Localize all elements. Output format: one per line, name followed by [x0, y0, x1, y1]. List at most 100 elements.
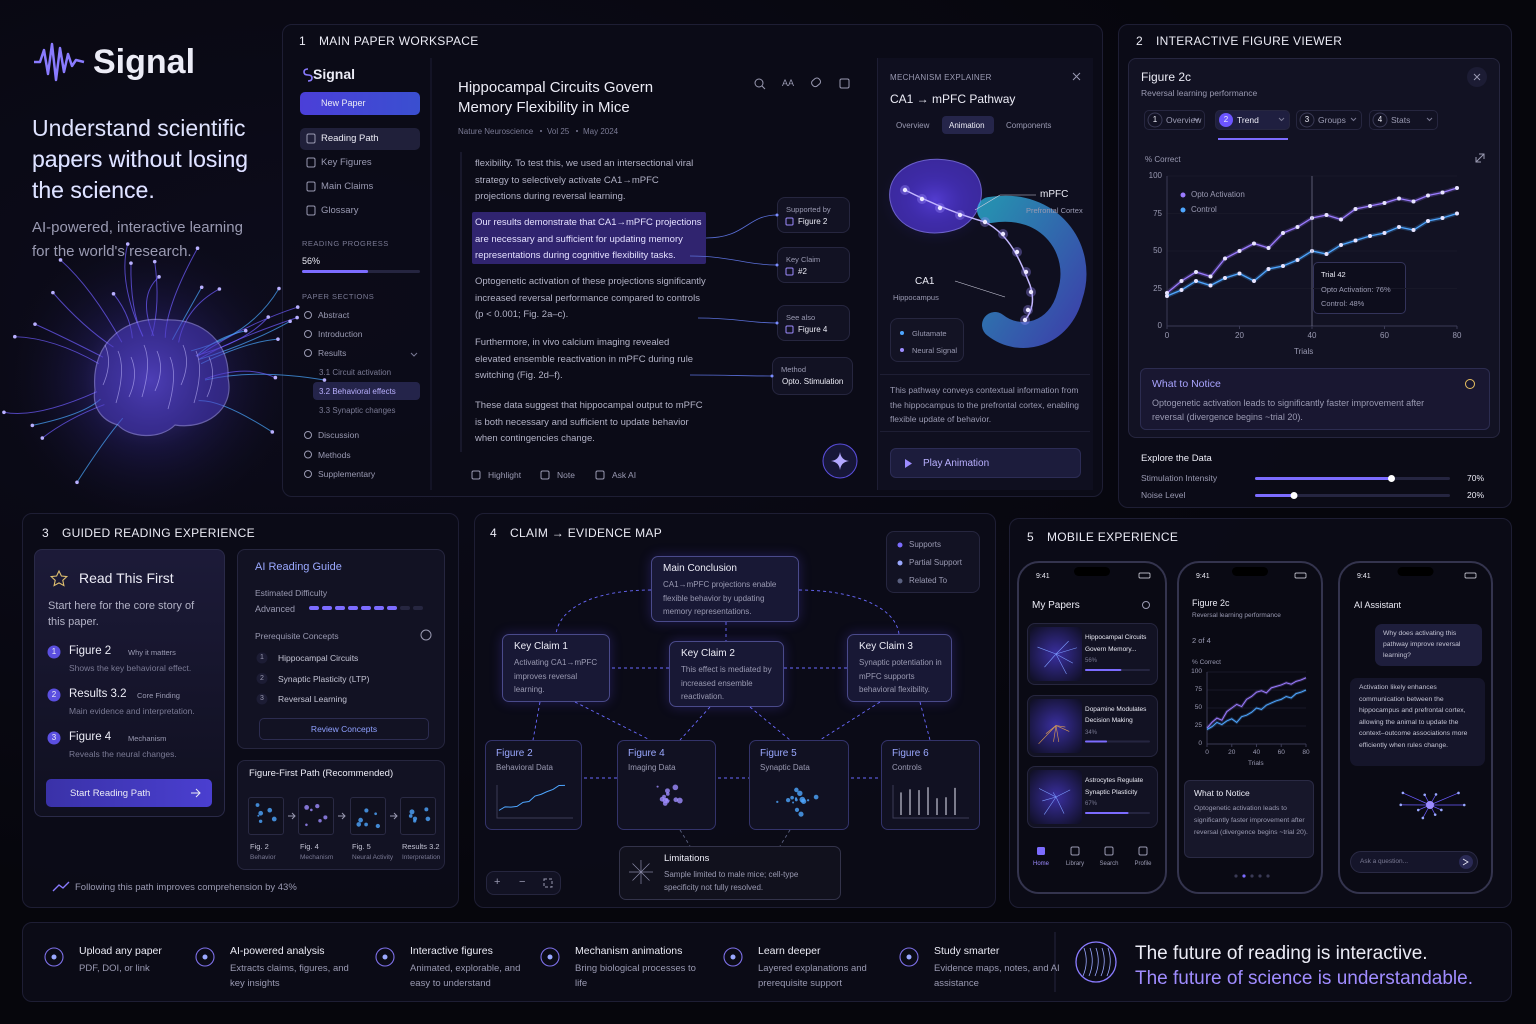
y-axis-label: % Correct: [1145, 155, 1181, 164]
paper-thumb: [1030, 770, 1082, 824]
paragraph: Furthermore, in vivo calcium imaging rev…: [475, 337, 694, 381]
item-number: 1: [51, 647, 57, 656]
step-number: 1: [1152, 115, 1158, 124]
item-title: Figure 4: [69, 731, 112, 743]
annotation-label: Supported by: [786, 205, 831, 214]
step-pill[interactable]: [1215, 110, 1290, 130]
headline: the science.: [32, 177, 155, 203]
description-card: [880, 374, 1090, 432]
brain-shape: [93, 318, 230, 437]
neuron-branch: [171, 287, 203, 341]
item-desc: Reveals the neural changes.: [69, 749, 177, 759]
item-title: Figure 2: [69, 645, 112, 657]
neuron-node: [270, 430, 275, 434]
nav-item: Key Figures: [321, 157, 372, 168]
node-title: Figure 2: [496, 748, 533, 759]
brand-name: Signal: [93, 43, 196, 81]
tooltip-line: Trial 42: [1321, 270, 1346, 279]
step-pill[interactable]: [1296, 110, 1362, 130]
main-node: [651, 556, 799, 622]
review-button[interactable]: [259, 718, 429, 740]
card-heading: Read This First: [79, 570, 174, 586]
y-tick-label: 25: [1194, 722, 1202, 730]
step-pill[interactable]: [1369, 110, 1438, 130]
neuron-node: [13, 334, 17, 339]
y-tick-label: 0: [1157, 321, 1162, 331]
neuron-node: [273, 375, 278, 380]
section-heading: READING PROGRESS: [302, 239, 389, 248]
start-button[interactable]: [46, 779, 212, 807]
region-name: CA1: [915, 276, 935, 287]
tooltip-line: Opto Activation: 76%: [1321, 284, 1391, 294]
legend-item: Related To: [909, 576, 948, 585]
path-thumbnail: [248, 797, 284, 835]
chat-input[interactable]: [1350, 851, 1478, 873]
headline: papers without losing: [32, 146, 249, 172]
tab-label: Search: [1099, 861, 1119, 867]
step-pill[interactable]: [1144, 110, 1205, 130]
brain-glow: [0, 230, 300, 530]
node-text: Controls: [892, 763, 922, 772]
notice-heading: What to Notice: [1194, 788, 1250, 798]
node-title: Figure 6: [892, 748, 929, 759]
annotation-card: [777, 197, 850, 233]
node-text: Activating CA1→mPFC improves reversal le…: [514, 658, 598, 694]
neuron-branch: [204, 370, 276, 380]
annotation-card: [777, 305, 850, 341]
neuron-branch: [32, 398, 101, 426]
brain-fold: [167, 356, 174, 410]
neuron-branch: [60, 259, 123, 343]
item-tag: Mechanism: [128, 734, 167, 743]
slider-value: 20%: [1467, 490, 1485, 500]
card-heading: AI Reading Guide: [255, 561, 342, 573]
brain-fold: [102, 344, 109, 386]
annotation-target: Opto. Stimulation: [782, 377, 844, 386]
play-button[interactable]: [890, 448, 1081, 478]
feature-title: Interactive figures: [410, 945, 493, 957]
x-tick-label: 40: [1252, 749, 1261, 756]
section-item: Abstract: [318, 310, 350, 320]
path-label: Results 3.2: [402, 842, 440, 851]
nav-item: Reading Path: [321, 133, 379, 144]
paper-date: May 2024: [583, 127, 619, 136]
figure-title: Figure 2c: [1141, 70, 1192, 84]
y-tick-label: 0: [1198, 740, 1202, 748]
nav-item: Glossary: [321, 205, 359, 216]
footer-note: Following this path improves comprehensi…: [75, 882, 297, 893]
node-text: Synaptic Data: [760, 763, 810, 772]
label: Estimated Difficulty: [255, 588, 328, 598]
paper-title: Astrocytes Regulate Synaptic Plasticity: [1085, 777, 1144, 796]
neuron-node: [111, 291, 116, 296]
legend-item: Control: [1191, 205, 1217, 214]
subsection-item: 3.1 Circuit activation: [319, 368, 392, 377]
paper-progress-label: 56%: [1085, 658, 1098, 664]
status-time: 9:41: [1196, 573, 1210, 580]
tab: Animation: [949, 121, 985, 130]
region-name: mPFC: [1040, 189, 1069, 200]
read-first-card: [34, 549, 225, 817]
section-heading: PAPER SECTIONS: [302, 292, 375, 301]
description: This pathway conveys contextual informat…: [890, 385, 1080, 424]
feature-text: Extracts claims, figures, and key insigh…: [230, 963, 349, 989]
font-toggle: AA: [782, 78, 795, 88]
x-tick-label: 0: [1164, 331, 1170, 340]
headline: Understand scientific: [32, 115, 246, 141]
neuron-branch: [130, 263, 144, 337]
brain-fold: [193, 350, 200, 404]
item-tag: Why it matters: [128, 648, 176, 657]
toolbar-item: Highlight: [488, 470, 522, 480]
neuron-branch: [178, 288, 220, 343]
node-text: CA1→mPFC projections enable flexible beh…: [663, 580, 777, 616]
paper-thumb: [1030, 698, 1082, 753]
neuron-branch: [200, 338, 278, 365]
x-tick-label: 80: [1302, 749, 1310, 756]
item-desc: Shows the key behavioral effect.: [69, 663, 192, 673]
card-heading: MECHANISM EXPLAINER: [890, 73, 992, 82]
new-paper-button[interactable]: [300, 92, 420, 115]
paper-title: Hippocampal Circuits Govern Memory Flexi…: [458, 79, 654, 116]
status-time: 9:41: [1036, 573, 1050, 580]
path-thumbnail: [400, 797, 436, 835]
paper-title: Dopamine Modulates Decision Making: [1085, 705, 1147, 725]
question-bubble: [1375, 624, 1482, 666]
label: Prerequisite Concepts: [255, 631, 339, 641]
